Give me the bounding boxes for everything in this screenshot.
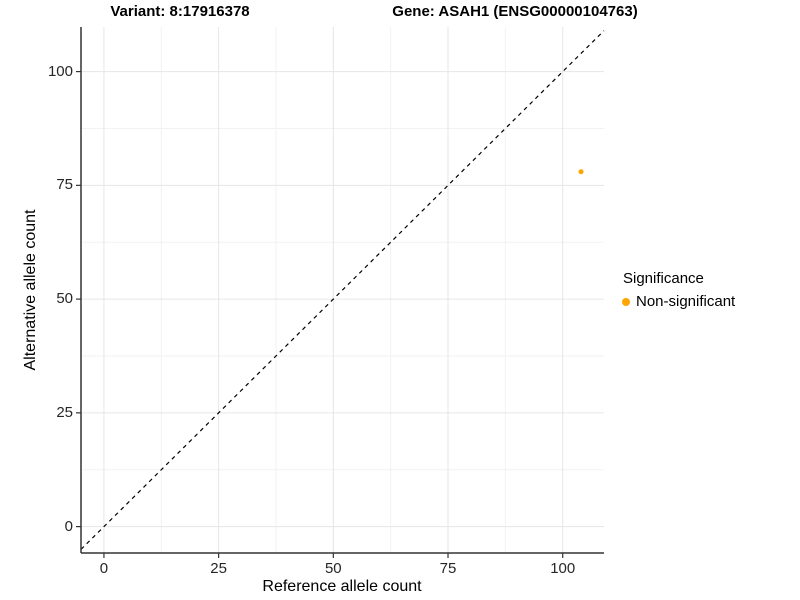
y-tick-label: 75	[56, 176, 73, 194]
legend-item: Non-significant	[620, 293, 735, 310]
x-tick-label: 100	[550, 560, 576, 577]
legend-point-swatch-icon	[622, 297, 630, 306]
y-tick-label: 50	[56, 290, 73, 308]
y-tick-label: 0	[64, 517, 73, 535]
variant-title: Variant: 8:17916378	[110, 3, 250, 20]
x-tick-label: 75	[439, 560, 457, 577]
x-tick-label: 50	[324, 560, 342, 577]
plot-panel	[76, 27, 605, 558]
legend-title: Significance	[623, 270, 704, 287]
y-tick-label: 100	[47, 62, 73, 80]
legend: Significance Non-significant	[620, 270, 735, 310]
identity-line	[80, 30, 605, 550]
legend-item-label: Non-significant	[636, 293, 736, 310]
y-axis-title: Alternative allele count	[22, 209, 39, 371]
plot-canvas	[76, 27, 605, 558]
x-tick-label: 25	[210, 560, 227, 577]
x-tick-label: 0	[99, 560, 109, 577]
data-point	[578, 169, 584, 175]
y-tick-label: 25	[56, 403, 73, 421]
x-axis-title: Reference allele count	[262, 578, 422, 595]
gene-title: Gene: ASAH1 (ENSG00000104763)	[392, 3, 638, 20]
